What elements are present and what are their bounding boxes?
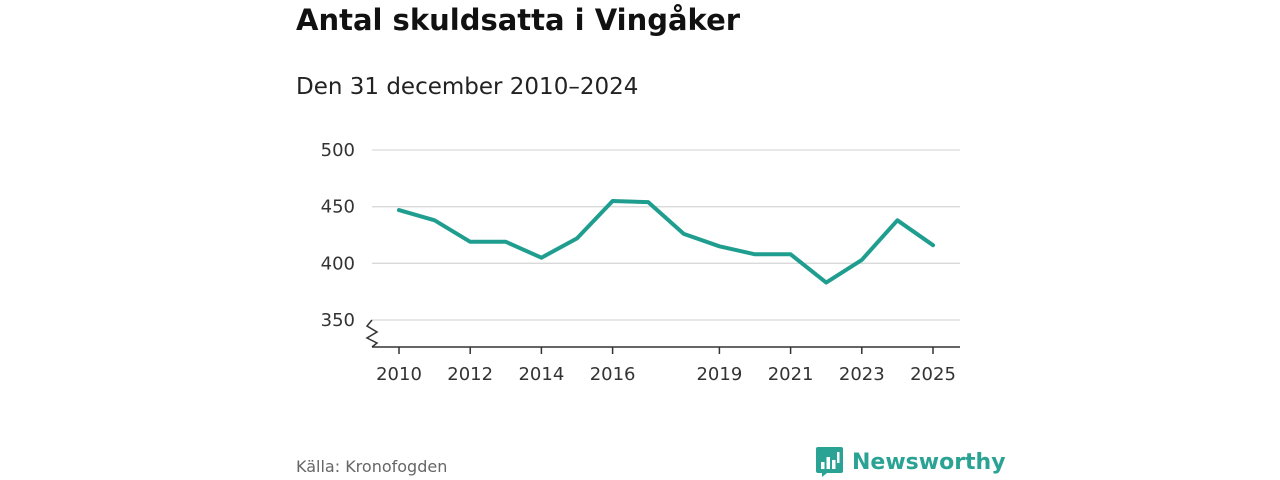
x-tick-label: 2019 <box>696 364 742 385</box>
source-note: Källa: Kronofogden <box>296 457 448 476</box>
brand-logo: Newsworthy <box>815 446 1006 478</box>
bar-chart-speech-icon <box>816 447 843 477</box>
x-tick-label: 2012 <box>447 364 493 385</box>
line-chart: 350 400 450 500 2010 2012 2014 2016 2019 2021 202… <box>321 140 960 385</box>
y-tick-labels: 350 400 450 500 <box>321 140 355 331</box>
gridlines <box>372 149 960 321</box>
x-tick-label: 2021 <box>768 364 814 385</box>
series-group <box>397 199 935 285</box>
x-axis <box>365 319 960 348</box>
chart-subtitle: Den 31 december 2010–2024 <box>296 74 639 100</box>
x-tick-label: 2023 <box>839 364 885 385</box>
series-line-0 <box>397 199 935 285</box>
brand-name: Newsworthy <box>852 449 1006 475</box>
y-tick-label: 450 <box>321 197 355 218</box>
x-tick-label: 2010 <box>376 364 422 385</box>
axis-break-icon <box>365 319 379 348</box>
y-tick-label: 400 <box>321 253 355 274</box>
x-tick-label: 2025 <box>910 364 956 385</box>
chart-title: Antal skuldsatta i Vingåker <box>296 3 741 37</box>
x-tick-label: 2014 <box>518 364 564 385</box>
y-tick-label: 500 <box>321 140 355 161</box>
y-tick-label: 350 <box>321 310 355 331</box>
x-tick-labels: 2010 2012 2014 2016 2019 2021 2023 2025 <box>376 347 956 385</box>
x-tick-label: 2016 <box>590 364 636 385</box>
